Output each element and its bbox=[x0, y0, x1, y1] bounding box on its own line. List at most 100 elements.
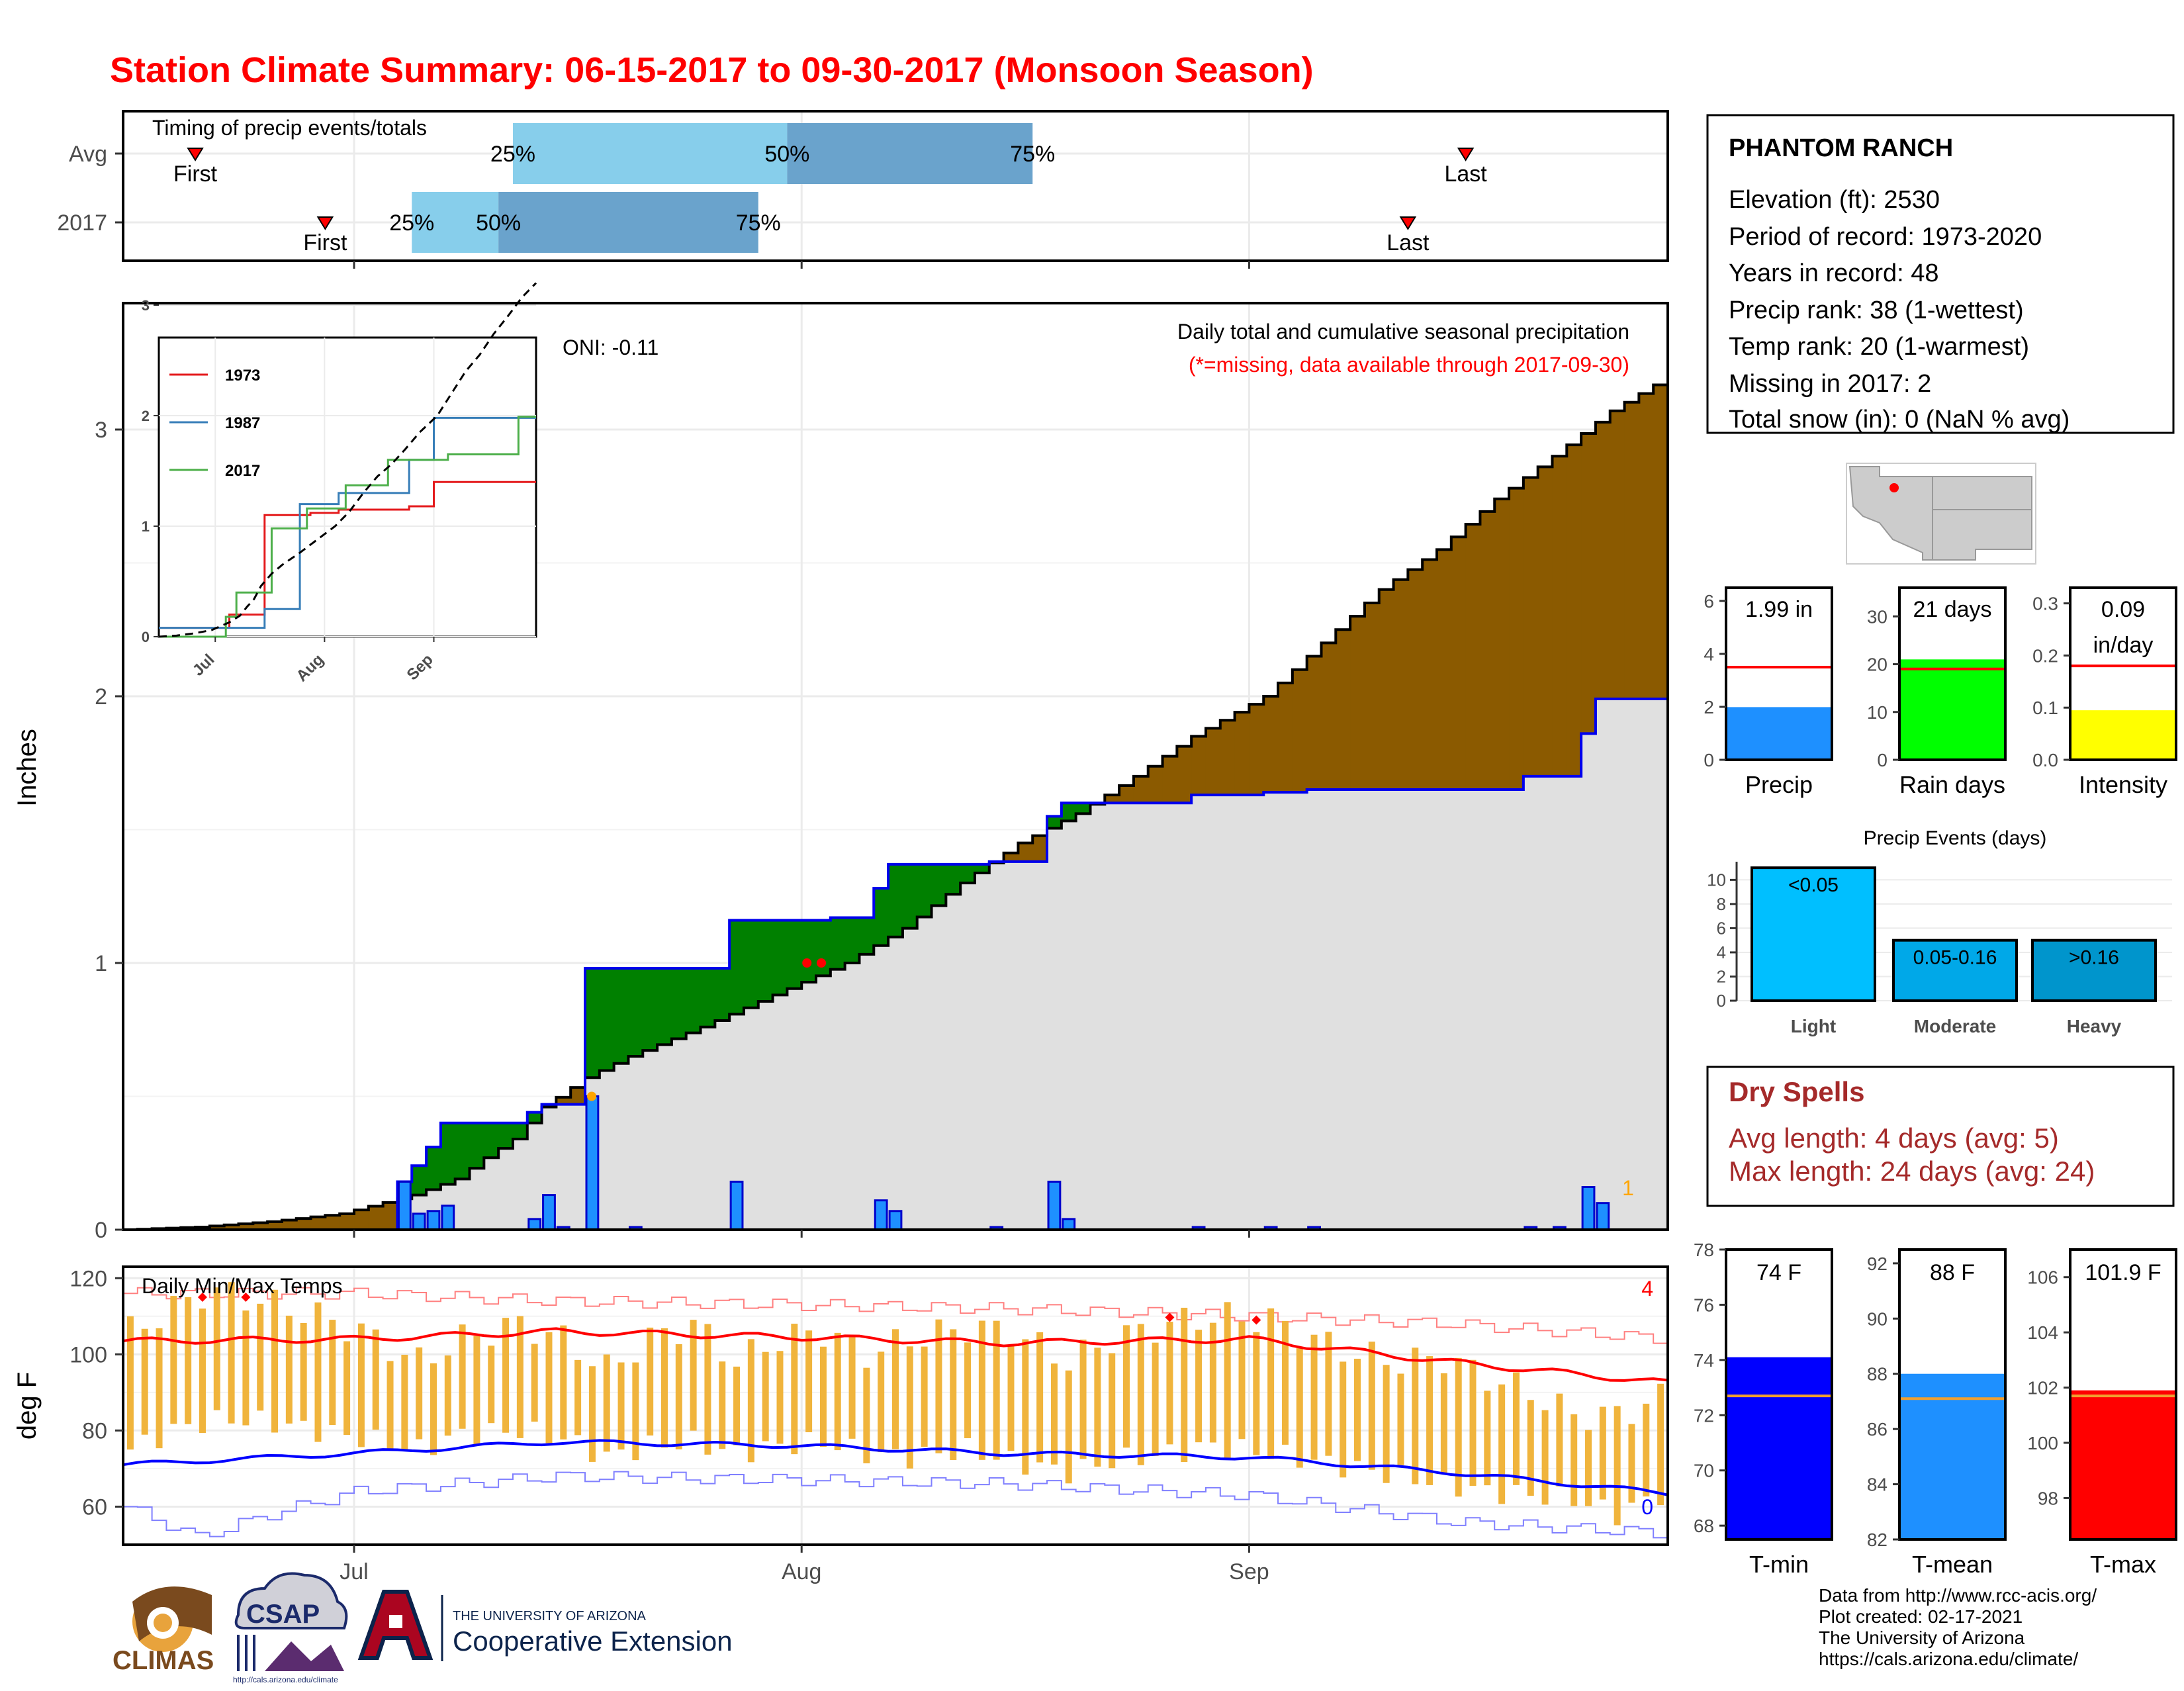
precip-panel-note: (*=missing, data available through 2017-… bbox=[1189, 353, 1629, 377]
tempbar-label-0: T-min bbox=[1749, 1551, 1809, 1578]
summary-label-0: Precip bbox=[1745, 771, 1813, 798]
precip-surplus-band bbox=[643, 968, 658, 1051]
temp-daily-range-bar bbox=[632, 1362, 639, 1461]
precip-surplus-band bbox=[946, 864, 961, 895]
precip-corner-count: 1 bbox=[1622, 1176, 1634, 1200]
temp-daily-range-bar bbox=[1079, 1340, 1087, 1459]
precip-surplus-band bbox=[614, 968, 629, 1064]
dry-spells-avg: Avg length: 4 days (avg: 5) bbox=[1729, 1122, 2059, 1154]
temp-daily-range-bar bbox=[329, 1320, 336, 1426]
temp-daily-range-bar bbox=[170, 1296, 177, 1424]
temp-daily-range-bar bbox=[1512, 1372, 1520, 1485]
temp-daily-range-bar bbox=[185, 1297, 192, 1424]
temp-daily-range-bar bbox=[430, 1363, 437, 1455]
tempbar-ytick-label-0-2: 72 bbox=[1694, 1405, 1714, 1426]
precip-daily-bar-20 bbox=[1581, 1186, 1596, 1231]
precip-deficit-band bbox=[296, 1218, 312, 1230]
temp-daily-range-bar bbox=[242, 1310, 250, 1426]
precip-surplus-band bbox=[657, 968, 672, 1045]
precip-deficit-band bbox=[340, 1213, 355, 1230]
temp-daily-range-bar bbox=[199, 1308, 206, 1434]
temp-daily-range-bar bbox=[1440, 1373, 1447, 1473]
summary-ytick-label-0-2: 4 bbox=[1704, 644, 1714, 664]
csap-url: http://cals.arizona.edu/climate bbox=[233, 1675, 338, 1684]
temp-daily-range-bar bbox=[1585, 1430, 1592, 1506]
tempbar-value-0: 74 F bbox=[1756, 1260, 1801, 1285]
timing-first-marker-0 bbox=[187, 148, 204, 161]
precip-deficit-band bbox=[1148, 766, 1163, 803]
station-line-precip-rank: Precip rank: 38 (1-wettest) bbox=[1729, 297, 2024, 324]
events-bar-2 bbox=[2031, 938, 2157, 1003]
temp-daily-range-bar bbox=[1209, 1322, 1216, 1443]
temp-daily-range-bar bbox=[1455, 1357, 1462, 1497]
events-ytick-label-0: 0 bbox=[1717, 991, 1726, 1011]
precip-daily-bar-3 bbox=[441, 1205, 455, 1231]
inset-ytick-label-3: 3 bbox=[142, 297, 150, 314]
tempbar-ytick-label-1-4: 90 bbox=[1867, 1308, 1888, 1329]
summary-ytick-label-2-0: 0.0 bbox=[2032, 750, 2058, 770]
timing-panel: 25% 50% 75% First Last Avg 25% 50% 75% First Last 2… bbox=[57, 110, 1669, 269]
precip-deficit-band bbox=[1003, 852, 1019, 862]
temp-daily-range-bar bbox=[1022, 1339, 1029, 1475]
tempbar-value-2: 101.9 F bbox=[2085, 1260, 2161, 1285]
precip-deficit-band bbox=[1552, 456, 1567, 776]
tempbar-label-2: T-max bbox=[2090, 1551, 2156, 1578]
precip-events-panel: Precip Events (days) 0 2 4 6 8 10 <0.05 Light 0.0… bbox=[1707, 827, 2172, 1036]
precip-deficit-band bbox=[253, 1222, 268, 1230]
precip-daily-bar-0 bbox=[397, 1180, 412, 1231]
precip-surplus-band bbox=[931, 864, 946, 906]
precip-daily-bar-9 bbox=[729, 1180, 744, 1231]
timing-title: Timing of precip events/totals bbox=[152, 116, 427, 140]
temp-daily-range-bar bbox=[1484, 1391, 1491, 1486]
temp-daily-range-bar bbox=[545, 1332, 553, 1443]
precip-surplus-band bbox=[628, 968, 643, 1057]
precip-deficit-band bbox=[1177, 746, 1192, 803]
timing-row-label-0: Avg bbox=[69, 142, 107, 167]
temp-daily-range-bar bbox=[300, 1322, 307, 1421]
temp-daily-range-bar bbox=[1036, 1332, 1044, 1463]
timing-first-label-0: First bbox=[173, 161, 218, 187]
temp-daily-range-bar bbox=[502, 1318, 510, 1433]
timing-last-label-1: Last bbox=[1387, 230, 1430, 255]
precip-deficit-band bbox=[1610, 410, 1625, 700]
timing-last-label-0: Last bbox=[1444, 161, 1487, 187]
precip-deficit-band bbox=[1205, 728, 1221, 796]
footer-credits: Data from http://www.rcc-acis.org/ Plot … bbox=[1819, 1585, 2097, 1669]
precip-surplus-band bbox=[585, 968, 600, 1078]
summary-ytick-label-1-0: 0 bbox=[1877, 750, 1888, 770]
temp-record-marker-0 bbox=[197, 1293, 207, 1303]
temp-daily-range-bar bbox=[1368, 1342, 1375, 1470]
precip-deficit-band bbox=[1595, 422, 1611, 700]
temp-daily-range-bar bbox=[459, 1324, 466, 1429]
precip-deficit-band bbox=[1321, 643, 1336, 790]
summary-bar-1 bbox=[1899, 659, 2005, 760]
tempbar-ytick-label-0-5: 78 bbox=[1694, 1240, 1714, 1260]
temp-daily-range-bar bbox=[1643, 1403, 1650, 1497]
temp-xtick-label-2: Sep bbox=[1229, 1559, 1269, 1584]
summary-label-2: Intensity bbox=[2079, 771, 2167, 798]
tempbar-ytick-label-2-0: 98 bbox=[2038, 1488, 2058, 1508]
tempbar-ytick-label-2-4: 106 bbox=[2027, 1267, 2058, 1288]
footer-line-univ: The University of Arizona bbox=[1819, 1627, 2025, 1648]
temp-xtick-label-1: Aug bbox=[782, 1559, 822, 1584]
events-ytick-label-3: 6 bbox=[1717, 918, 1726, 938]
tempbar-ytick-label-1-3: 88 bbox=[1867, 1364, 1888, 1385]
temp-daily-range-bar bbox=[950, 1329, 957, 1460]
events-label-2: Heavy bbox=[2067, 1016, 2122, 1036]
ua-small-text: THE UNIVERSITY OF ARIZONA bbox=[453, 1609, 647, 1623]
temp-daily-range-bar bbox=[1195, 1330, 1203, 1443]
temp-ytick-label-0: 60 bbox=[82, 1494, 107, 1520]
temp-daily-range-bar bbox=[647, 1327, 654, 1436]
precip-deficit-band bbox=[1480, 511, 1495, 790]
precip-deficit-band bbox=[1653, 385, 1668, 700]
precip-surplus-band bbox=[1075, 803, 1091, 814]
precip-border bbox=[122, 302, 1669, 1231]
temp-daily-range-bar bbox=[126, 1316, 134, 1450]
precip-surplus-band bbox=[729, 920, 745, 1015]
events-title: Precip Events (days) bbox=[1864, 827, 2047, 849]
precip-deficit-band bbox=[1032, 835, 1048, 862]
summary-frame-0 bbox=[1725, 586, 1833, 761]
temp-daily-range-bar bbox=[1094, 1348, 1101, 1467]
summary-bars: 1.99 in 0 2 4 6 Precip 21 days 0 10 20 30 Rain days… bbox=[1704, 586, 2177, 798]
precip-surplus-band bbox=[859, 917, 874, 954]
